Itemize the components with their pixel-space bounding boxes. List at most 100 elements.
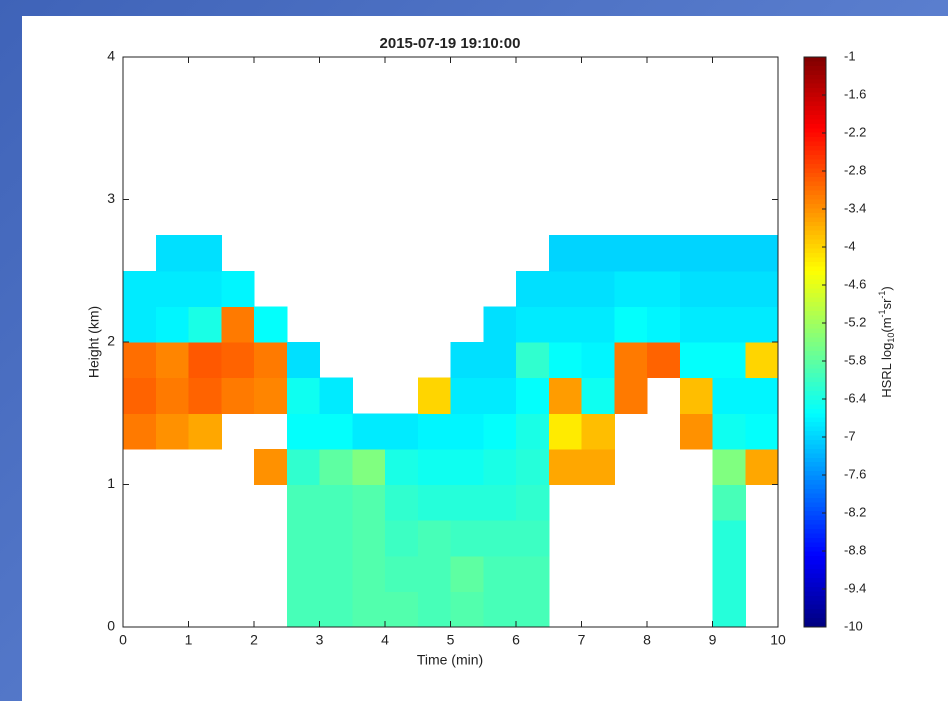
colorbar-swatch [804,114,826,120]
colorbar-swatch [804,586,826,592]
heatmap-cell [417,520,451,557]
heatmap-cell [712,306,746,343]
colorbar-swatch [804,591,826,597]
heatmap-cell [221,306,255,343]
colorbar-swatch [804,97,826,103]
colorbar-swatch [804,529,826,535]
colorbar-swatch [804,310,826,316]
heatmap-cell [483,377,517,414]
heatmap-cell [286,555,320,592]
heatmap-cell [745,377,779,414]
heatmap-cell [155,270,189,307]
colorbar-label-part: sr [879,298,894,310]
heatmap-cell [712,235,746,272]
colorbar-swatch [804,293,826,299]
colorbar-tick-label: -9.4 [844,580,866,595]
colorbar-swatch [804,475,826,481]
heatmap-cell [483,448,517,485]
colorbar-swatch [804,186,826,192]
heatmap-cell [254,306,288,343]
colorbar-swatch [804,119,826,125]
colorbar-swatch [804,288,826,294]
x-tick-label: 9 [709,632,717,648]
heatmap-cell [516,306,550,343]
colorbar-swatch [804,79,826,85]
heatmap-cell [712,555,746,592]
colorbar-swatch [804,324,826,330]
heatmap-cell [516,377,550,414]
colorbar-swatch [804,417,826,423]
colorbar-swatch [804,203,826,210]
heatmap-cell [516,591,550,628]
heatmap-cell [352,591,386,628]
colorbar-tick-label: -7 [844,428,856,443]
colorbar-swatch [804,266,826,272]
heatmap-cell [614,270,648,307]
colorbar-swatch [804,609,826,615]
heatmap-cell [548,413,582,450]
x-tick-label: 1 [185,632,193,648]
colorbar-label-part: ) [879,286,894,290]
colorbar-swatch [804,154,826,161]
heatmap-cell [548,377,582,414]
heatmap-cell [712,520,746,557]
heatmap-cell [385,520,419,557]
colorbar-swatch [804,497,826,503]
heatmap-cell [221,377,255,414]
heatmap-cell [123,413,157,450]
colorbar-swatch [804,306,826,312]
colorbar-swatch [804,373,826,379]
heatmap-cell [286,377,320,414]
heatmap-cell [352,413,386,450]
colorbar-swatch [804,208,826,214]
heatmap-cell [745,448,779,485]
heatmap-cell [581,342,615,379]
colorbar-swatch [804,301,826,307]
colorbar-swatch [804,578,826,584]
colorbar-tick-label: -4 [844,238,856,253]
colorbar-frame [803,56,827,628]
colorbar-swatch [804,408,826,414]
heatmap-cell [548,306,582,343]
colorbar-swatch [804,83,826,89]
colorbar-tick-label: -7.6 [844,466,866,481]
heatmap-cell [417,484,451,521]
colorbar-swatch [804,537,826,543]
colorbar-swatch [804,466,826,472]
heatmap-cell [221,342,255,379]
x-tick-label: 8 [643,632,651,648]
heatmap-cell [548,270,582,307]
colorbar-swatch [804,395,826,401]
x-tick-label: 6 [512,632,520,648]
colorbar-swatch [804,261,826,267]
heatmap-cell [254,448,288,485]
colorbar-swatch [804,444,826,450]
heatmap-cell [352,520,386,557]
colorbar-swatch [804,355,826,361]
heatmap-cell [712,342,746,379]
x-tick-label: 3 [316,632,324,648]
heatmap-cell [679,342,713,379]
heatmap-cell [123,270,157,307]
heatmap-cell [614,235,648,272]
heatmap-cell [516,484,550,521]
colorbar-swatch [804,252,826,258]
colorbar-tick-label: -8.8 [844,542,866,557]
colorbar-swatch [804,582,826,588]
colorbar-swatch [804,221,826,227]
heatmap-cell [123,377,157,414]
colorbar-swatch [804,546,826,552]
colorbar-swatch [804,426,826,432]
heatmap-cell [516,270,550,307]
colorbar-swatch [804,74,826,80]
colorbar-swatch [804,377,826,383]
x-tick-label: 7 [578,632,586,648]
heatmap-cell [548,448,582,485]
heatmap-cell [123,342,157,379]
colorbar-swatch [804,195,826,201]
colorbar-swatch [804,199,826,205]
heatmap-cell [679,235,713,272]
heatmap-cell [450,377,484,414]
colorbar-swatch [804,382,826,388]
heatmap-cell [516,342,550,379]
